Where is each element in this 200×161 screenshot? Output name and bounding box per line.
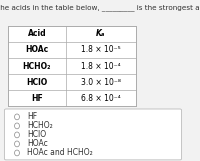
Ellipse shape [15,132,19,138]
FancyBboxPatch shape [4,109,182,160]
Text: HCHO₂: HCHO₂ [27,121,53,130]
Text: HOAc: HOAc [27,139,48,148]
FancyBboxPatch shape [8,26,136,106]
Ellipse shape [15,141,19,147]
Text: Of the acids in the table below, _________ is the strongest acid.: Of the acids in the table below, _______… [0,4,200,11]
Text: 3.0 × 10⁻⁸: 3.0 × 10⁻⁸ [81,78,121,87]
Text: Acid: Acid [27,29,46,38]
Ellipse shape [15,150,19,156]
Text: HCHO₂: HCHO₂ [23,62,51,71]
Text: HOAc: HOAc [25,45,48,54]
Text: HF: HF [27,112,37,121]
Text: HOAc and HCHO₂: HOAc and HCHO₂ [27,148,93,157]
Text: 6.8 × 10⁻⁴: 6.8 × 10⁻⁴ [81,94,121,103]
Text: HF: HF [31,94,43,103]
Text: 1.8 × 10⁻⁴: 1.8 × 10⁻⁴ [81,62,121,71]
Text: 1.8 × 10⁻⁵: 1.8 × 10⁻⁵ [81,45,121,54]
Text: HClO: HClO [27,130,46,139]
Ellipse shape [15,123,19,129]
Ellipse shape [15,114,19,120]
Text: HClO: HClO [26,78,47,87]
Text: Kₐ: Kₐ [96,29,105,38]
